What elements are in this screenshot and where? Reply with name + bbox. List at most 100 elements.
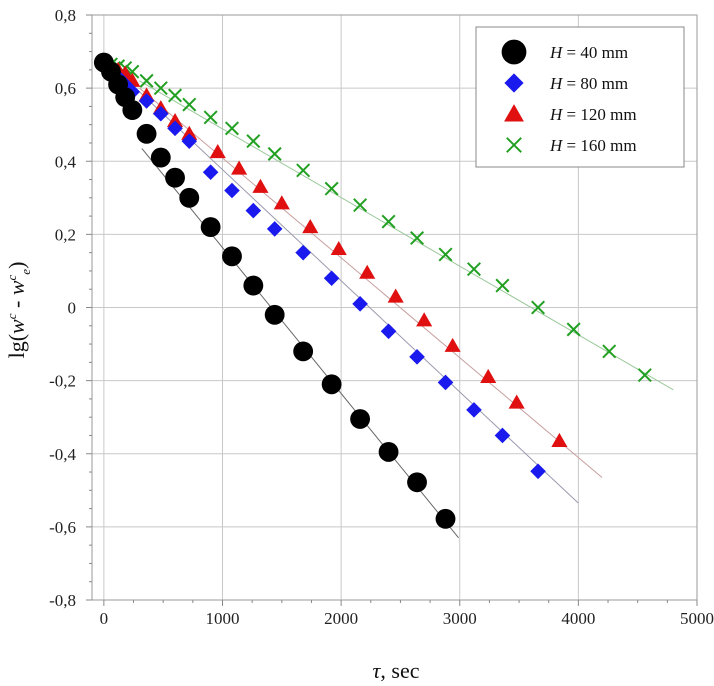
legend-marker: [504, 104, 524, 122]
data-point: [416, 312, 433, 327]
data-point: [139, 73, 154, 88]
data-point: [437, 374, 454, 391]
y-axis-label: lg(wc - wce): [4, 262, 33, 359]
data-point: [466, 402, 482, 418]
data-point: [153, 81, 168, 96]
legend-marker: [506, 137, 522, 153]
x-stroke: [466, 262, 481, 277]
data-point: [323, 270, 340, 287]
legend: H = 40 mmH = 80 mmH = 120 mmH = 160 mm: [475, 26, 685, 168]
data-point: [200, 217, 221, 237]
data-point: [330, 240, 347, 256]
data-point: [181, 125, 198, 140]
x-stroke: [353, 198, 368, 213]
x-tick-label: 0: [100, 609, 109, 628]
data-point: [353, 198, 368, 213]
legend-label-value: = 40 mm: [562, 43, 628, 62]
x-stroke: [168, 88, 183, 103]
x-axis: 0 1000 2000 3000 4000 5000: [100, 600, 714, 628]
legend-label: H = 160 mm: [549, 136, 637, 155]
x-stroke: [410, 231, 425, 246]
data-point: [551, 432, 568, 447]
y-tick-label: -0,4: [49, 445, 76, 464]
legend-label: H = 80 mm: [549, 74, 628, 93]
y-axis: -0,8 -0,6 -0,4 -0,2 0 0,2 0,4 0,6 0,8: [49, 6, 92, 610]
data-point: [293, 341, 314, 362]
data-point: [245, 202, 262, 219]
data-point: [409, 349, 425, 365]
x-tick-label: 2000: [324, 609, 358, 628]
x-stroke: [296, 163, 311, 178]
data-point: [324, 181, 339, 196]
data-point: [153, 105, 169, 122]
x-tick-label: 5000: [680, 609, 714, 628]
data-point: [209, 144, 226, 159]
data-point: [438, 247, 453, 262]
data-point: [302, 219, 319, 234]
data-point: [566, 322, 581, 337]
x-stroke: [566, 322, 581, 337]
data-point: [378, 442, 399, 462]
legend-label-var: H: [549, 43, 564, 62]
data-point: [350, 409, 371, 429]
data-point: [321, 374, 342, 395]
data-point: [466, 262, 481, 277]
data-point: [495, 278, 510, 293]
data-point: [222, 246, 242, 267]
data-point: [181, 133, 198, 149]
x-stroke: [139, 73, 154, 88]
data-point: [224, 121, 239, 136]
x-stroke: [203, 110, 218, 125]
x-tick-label: 3000: [443, 609, 477, 628]
data-point: [224, 182, 240, 199]
x-stroke: [381, 214, 396, 229]
data-points: [93, 52, 652, 529]
y-tick-label: -0,6: [49, 518, 76, 537]
data-point: [179, 187, 200, 208]
x-stroke: [324, 181, 339, 196]
data-point: [602, 344, 617, 359]
legend-marker: [504, 73, 524, 93]
data-point: [136, 123, 157, 144]
x-stroke: [224, 121, 239, 136]
legend-label-var: H: [549, 74, 564, 93]
data-point: [264, 304, 285, 325]
x-stroke: [246, 134, 261, 149]
data-point: [387, 288, 404, 303]
data-point: [352, 296, 368, 312]
x-stroke: [602, 344, 617, 359]
legend-marker: [501, 39, 527, 65]
data-point: [243, 275, 264, 296]
y-tick-label: 0,4: [55, 152, 77, 171]
data-point: [435, 508, 456, 529]
data-point: [508, 394, 525, 409]
x-stroke: [153, 81, 168, 96]
data-point: [150, 147, 171, 168]
data-point: [480, 368, 497, 384]
x-axis-label: τ, sec: [373, 658, 420, 683]
y-tick-label: 0: [68, 299, 77, 318]
legend-label: H = 40 mm: [549, 43, 628, 62]
legend-label-value: = 80 mm: [562, 74, 628, 93]
legend-label-value: = 160 mm: [562, 136, 636, 155]
data-point: [138, 93, 155, 109]
data-point: [273, 195, 290, 210]
legend-label-var: H: [549, 136, 564, 155]
data-point: [444, 337, 461, 352]
data-point: [122, 100, 143, 120]
x-stroke: [495, 278, 510, 293]
data-point: [231, 160, 248, 175]
data-point: [165, 167, 185, 188]
data-point: [252, 178, 269, 193]
x-stroke: [267, 146, 282, 161]
x-stroke: [438, 247, 453, 262]
x-tick-label: 1000: [205, 609, 239, 628]
data-point: [407, 472, 427, 493]
y-tick-label: -0,2: [49, 372, 76, 391]
legend-label-value: = 120 mm: [562, 105, 636, 124]
legend-label-var: H: [549, 105, 564, 124]
data-point: [168, 88, 183, 103]
data-point: [167, 120, 183, 137]
data-point: [166, 112, 184, 128]
